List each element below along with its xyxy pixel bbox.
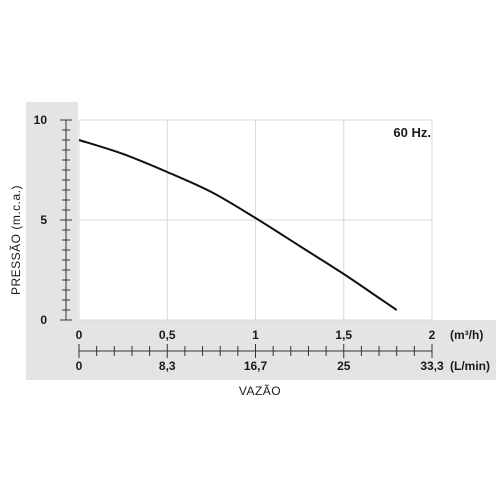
series-line bbox=[78, 139, 398, 311]
y-tick-label: 0 bbox=[40, 313, 47, 327]
x-axis-title: VAZÃO bbox=[239, 384, 281, 398]
x2-tick-label: 16,7 bbox=[244, 359, 268, 373]
x2-unit-label: (L/min) bbox=[450, 359, 490, 373]
x2-tick-label: 25 bbox=[337, 359, 351, 373]
grid bbox=[78, 119, 433, 321]
x-unit-label: (m³/h) bbox=[450, 328, 483, 342]
x-tick-label: 0 bbox=[76, 328, 83, 342]
x2-tick-label: 0 bbox=[76, 359, 83, 373]
x-tick-label: 1,5 bbox=[335, 328, 352, 342]
y-tick-label: 10 bbox=[34, 113, 48, 127]
y-axis-title: PRESSÃO (m.c.a.) bbox=[9, 185, 23, 295]
x-tick-label: 0,5 bbox=[159, 328, 176, 342]
y-tick-label: 5 bbox=[40, 213, 47, 227]
x2-axis: 0 8,3 16,7 25 33,3 bbox=[76, 344, 444, 373]
frequency-annotation: 60 Hz. bbox=[393, 125, 431, 140]
x-tick-label: 2 bbox=[429, 328, 436, 342]
y-axis: 0 5 10 bbox=[34, 113, 72, 327]
plot-area bbox=[78, 102, 496, 320]
x2-tick-label: 8,3 bbox=[159, 359, 176, 373]
x-axis: 0 0,5 1 1,5 2 bbox=[76, 328, 436, 342]
axis-band-left bbox=[26, 102, 78, 320]
axis-band-bottom bbox=[26, 320, 496, 380]
x-tick-label: 1 bbox=[252, 328, 259, 342]
x2-tick-label: 33,3 bbox=[420, 359, 444, 373]
